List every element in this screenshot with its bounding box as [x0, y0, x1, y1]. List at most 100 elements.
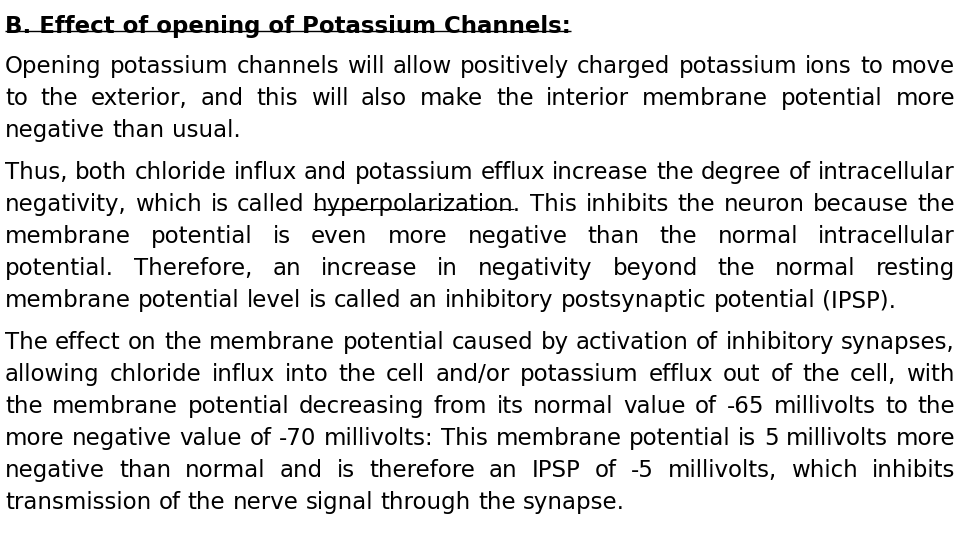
Text: inhibitory: inhibitory	[726, 331, 834, 354]
Text: cell,: cell,	[851, 363, 897, 386]
Text: Opening: Opening	[5, 55, 102, 78]
Text: signal: signal	[305, 491, 373, 514]
Text: the: the	[918, 193, 955, 216]
Text: value: value	[623, 395, 685, 418]
Text: millivolts: millivolts	[786, 427, 888, 450]
Text: the: the	[188, 491, 226, 514]
Text: potential: potential	[629, 427, 731, 450]
Text: of: of	[789, 161, 811, 184]
Text: activation: activation	[576, 331, 688, 354]
Text: channels: channels	[236, 55, 339, 78]
Text: of: of	[250, 427, 272, 450]
Text: This: This	[530, 193, 577, 216]
Text: will: will	[311, 87, 348, 110]
Text: degree: degree	[701, 161, 781, 184]
Text: influx: influx	[233, 161, 297, 184]
Text: Thus,: Thus,	[5, 161, 67, 184]
Text: of: of	[158, 491, 180, 514]
Text: inhibits: inhibits	[586, 193, 669, 216]
Text: negativity: negativity	[478, 257, 592, 280]
Text: and: and	[201, 87, 244, 110]
Text: also: also	[361, 87, 407, 110]
Text: negative: negative	[468, 225, 567, 248]
Text: normal: normal	[718, 225, 798, 248]
Text: is: is	[210, 193, 228, 216]
Text: is: is	[273, 225, 291, 248]
Text: and: and	[304, 161, 348, 184]
Text: neuron: neuron	[724, 193, 804, 216]
Text: negative: negative	[5, 119, 105, 142]
Text: membrane: membrane	[495, 427, 621, 450]
Text: out: out	[723, 363, 760, 386]
Text: through: through	[380, 491, 470, 514]
Text: -5: -5	[631, 459, 654, 482]
Text: with: with	[906, 363, 955, 386]
Text: potential: potential	[343, 331, 444, 354]
Text: an: an	[409, 289, 438, 312]
Text: which: which	[135, 193, 202, 216]
Text: to: to	[5, 87, 28, 110]
Text: ions: ions	[805, 55, 852, 78]
Text: even: even	[311, 225, 368, 248]
Text: to: to	[860, 55, 883, 78]
Text: influx: influx	[211, 363, 275, 386]
Text: negative: negative	[5, 459, 105, 482]
Text: potential: potential	[187, 395, 289, 418]
Text: membrane: membrane	[209, 331, 335, 354]
Text: potassium: potassium	[354, 161, 473, 184]
Text: membrane: membrane	[52, 395, 179, 418]
Text: the: the	[164, 331, 202, 354]
Text: because: because	[813, 193, 909, 216]
Text: millivolts: millivolts	[774, 395, 876, 418]
Text: the: the	[40, 87, 79, 110]
Text: in: in	[437, 257, 458, 280]
Text: level: level	[247, 289, 301, 312]
Text: synapses,: synapses,	[841, 331, 955, 354]
Text: the: the	[678, 193, 715, 216]
Text: more: more	[388, 225, 447, 248]
Text: normal: normal	[185, 459, 266, 482]
Text: usual.: usual.	[172, 119, 240, 142]
Text: exterior,: exterior,	[91, 87, 188, 110]
Text: than: than	[588, 225, 639, 248]
Text: to: to	[885, 395, 908, 418]
Text: positively: positively	[460, 55, 569, 78]
Text: on: on	[129, 331, 156, 354]
Text: its: its	[496, 395, 523, 418]
Text: potassium: potassium	[679, 55, 797, 78]
Text: resting: resting	[876, 257, 955, 280]
Text: of: of	[594, 459, 616, 482]
Text: membrane: membrane	[5, 289, 131, 312]
Text: the: the	[478, 491, 516, 514]
Text: and/or: and/or	[435, 363, 510, 386]
Text: decreasing: decreasing	[299, 395, 424, 418]
Text: millivolts:: millivolts:	[324, 427, 434, 450]
Text: chloride: chloride	[134, 161, 226, 184]
Text: potassium: potassium	[109, 55, 228, 78]
Text: of: of	[696, 331, 718, 354]
Text: potassium: potassium	[519, 363, 638, 386]
Text: efflux: efflux	[648, 363, 713, 386]
Text: potential.: potential.	[5, 257, 114, 280]
Text: than: than	[112, 119, 164, 142]
Text: make: make	[420, 87, 483, 110]
Text: from: from	[434, 395, 487, 418]
Text: postsynaptic: postsynaptic	[561, 289, 707, 312]
Text: 5: 5	[764, 427, 779, 450]
Text: The: The	[5, 331, 48, 354]
Text: millivolts,: millivolts,	[667, 459, 777, 482]
Text: charged: charged	[577, 55, 670, 78]
Text: negativity,: negativity,	[5, 193, 127, 216]
Text: is: is	[337, 459, 355, 482]
Text: transmission: transmission	[5, 491, 152, 514]
Text: into: into	[285, 363, 328, 386]
Text: potential: potential	[713, 289, 815, 312]
Text: efflux: efflux	[481, 161, 545, 184]
Text: the: the	[718, 257, 756, 280]
Text: beyond: beyond	[612, 257, 698, 280]
Text: membrane: membrane	[642, 87, 768, 110]
Text: more: more	[896, 427, 955, 450]
Text: an: an	[489, 459, 517, 482]
Text: allow: allow	[393, 55, 452, 78]
Text: move: move	[891, 55, 955, 78]
